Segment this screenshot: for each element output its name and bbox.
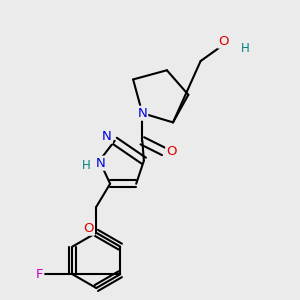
Text: F: F — [36, 268, 43, 281]
Text: O: O — [218, 34, 229, 48]
Text: N: N — [102, 130, 112, 143]
Text: H: H — [241, 42, 249, 55]
Text: N: N — [137, 107, 147, 120]
Text: N: N — [96, 157, 106, 170]
Text: O: O — [83, 222, 94, 235]
Text: H: H — [81, 159, 90, 172]
Text: O: O — [166, 145, 177, 158]
